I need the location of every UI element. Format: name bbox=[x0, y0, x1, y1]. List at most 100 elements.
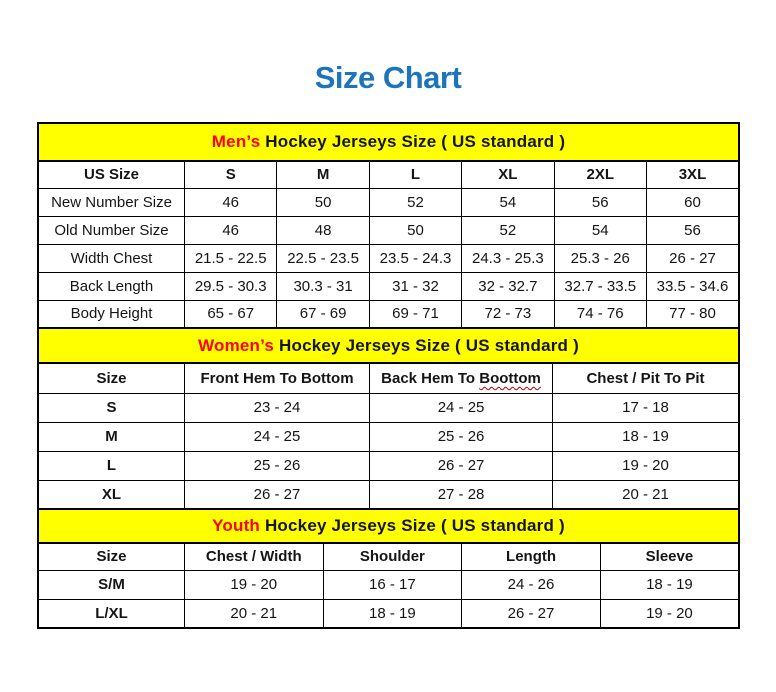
mens-cell: 50 bbox=[276, 187, 370, 217]
mens-cell: 32.7 - 33.5 bbox=[553, 271, 647, 301]
youth-row-label: S/M bbox=[37, 569, 185, 600]
youth-cell: 19 - 20 bbox=[599, 598, 740, 629]
youth-column-header-4: Sleeve bbox=[599, 542, 740, 571]
size-tables: Men’s Hockey Jerseys Size ( US standard … bbox=[37, 122, 740, 629]
mens-cell: 72 - 73 bbox=[461, 299, 555, 329]
mens-cell: 31 - 32 bbox=[368, 271, 463, 301]
mens-column-header-6: 3XL bbox=[645, 160, 740, 189]
youth-cell: 18 - 19 bbox=[599, 569, 740, 600]
womens-cell: 20 - 21 bbox=[552, 479, 740, 510]
womens-table-row: XL 26 - 27 27 - 28 20 - 21 bbox=[37, 479, 740, 510]
misspelled-word: Boottom bbox=[479, 369, 541, 387]
youth-cell: 24 - 26 bbox=[461, 569, 601, 600]
womens-heading-accent: Women’s bbox=[198, 335, 275, 355]
womens-row-label: S bbox=[37, 392, 185, 423]
mens-cell: 48 bbox=[276, 215, 370, 245]
youth-section-banner: Youth Hockey Jerseys Size ( US standard … bbox=[37, 508, 740, 544]
youth-column-header-1: Chest / Width bbox=[183, 542, 324, 571]
womens-cell: 24 - 25 bbox=[183, 421, 371, 452]
youth-cell: 26 - 27 bbox=[461, 598, 601, 629]
youth-cell: 20 - 21 bbox=[183, 598, 324, 629]
womens-column-header-3: Chest / Pit To Pit bbox=[552, 362, 740, 394]
mens-row-label: Width Chest bbox=[37, 243, 185, 273]
mens-cell: 56 bbox=[645, 215, 740, 245]
youth-table-row: S/M 19 - 20 16 - 17 24 - 26 18 - 19 bbox=[37, 569, 740, 600]
mens-cell: 24.3 - 25.3 bbox=[461, 243, 555, 273]
womens-cell: 26 - 27 bbox=[369, 450, 554, 481]
womens-section-banner: Women’s Hockey Jerseys Size ( US standar… bbox=[37, 327, 740, 364]
mens-table-row: Old Number Size 46 48 50 52 54 56 bbox=[37, 215, 740, 245]
mens-cell: 74 - 76 bbox=[553, 299, 647, 329]
womens-column-header-1: Front Hem To Bottom bbox=[183, 362, 371, 394]
womens-cell: 23 - 24 bbox=[183, 392, 371, 423]
mens-cell: 69 - 71 bbox=[368, 299, 463, 329]
womens-table-row: M 24 - 25 25 - 26 18 - 19 bbox=[37, 421, 740, 452]
mens-cell: 26 - 27 bbox=[645, 243, 740, 273]
mens-table-row: Body Height 65 - 67 67 - 69 69 - 71 72 - 73 7… bbox=[37, 299, 740, 329]
mens-heading-accent: Men’s bbox=[211, 132, 261, 151]
womens-cell: 26 - 27 bbox=[183, 479, 371, 510]
womens-cell: 19 - 20 bbox=[552, 450, 740, 481]
womens-column-header-2: Back Hem To Boottom bbox=[369, 362, 554, 394]
mens-cell: 77 - 80 bbox=[645, 299, 740, 329]
mens-cell: 50 bbox=[368, 215, 463, 245]
mens-cell: 30.3 - 31 bbox=[276, 271, 370, 301]
mens-cell: 22.5 - 23.5 bbox=[276, 243, 370, 273]
womens-cell: 25 - 26 bbox=[369, 421, 554, 452]
womens-cell: 27 - 28 bbox=[369, 479, 554, 510]
mens-cell: 23.5 - 24.3 bbox=[368, 243, 463, 273]
mens-section-banner: Men’s Hockey Jerseys Size ( US standard … bbox=[37, 122, 740, 162]
youth-size-table: Youth Hockey Jerseys Size ( US standard … bbox=[37, 508, 740, 629]
mens-cell: 65 - 67 bbox=[183, 299, 278, 329]
mens-row-label: Old Number Size bbox=[37, 215, 185, 245]
mens-cell: 52 bbox=[461, 215, 555, 245]
youth-cell: 19 - 20 bbox=[183, 569, 324, 600]
mens-cell: 46 bbox=[183, 215, 278, 245]
mens-row-label: New Number Size bbox=[37, 187, 185, 217]
mens-cell: 52 bbox=[368, 187, 463, 217]
mens-cell: 46 bbox=[183, 187, 278, 217]
mens-column-header-0: US Size bbox=[37, 160, 185, 189]
page-title: Size Chart bbox=[314, 60, 462, 95]
womens-table-row: S 23 - 24 24 - 25 17 - 18 bbox=[37, 392, 740, 423]
mens-column-header-2: M bbox=[276, 160, 370, 189]
mens-row-label: Body Height bbox=[37, 299, 185, 329]
womens-cell: 18 - 19 bbox=[552, 421, 740, 452]
youth-row-label: L/XL bbox=[37, 598, 185, 629]
youth-cell: 18 - 19 bbox=[322, 598, 463, 629]
womens-table-row: L 25 - 26 26 - 27 19 - 20 bbox=[37, 450, 740, 481]
mens-cell: 56 bbox=[553, 187, 647, 217]
womens-size-table: Women’s Hockey Jerseys Size ( US standar… bbox=[37, 327, 740, 510]
womens-cell: 25 - 26 bbox=[183, 450, 371, 481]
mens-cell: 25.3 - 26 bbox=[553, 243, 647, 273]
womens-row-label: L bbox=[37, 450, 185, 481]
mens-cell: 29.5 - 30.3 bbox=[183, 271, 278, 301]
youth-column-header-0: Size bbox=[37, 542, 185, 571]
mens-table-row: Back Length 29.5 - 30.3 30.3 - 31 31 - 32 32… bbox=[37, 271, 740, 301]
womens-cell: 17 - 18 bbox=[552, 392, 740, 423]
mens-cell: 32 - 32.7 bbox=[461, 271, 555, 301]
mens-cell: 33.5 - 34.6 bbox=[645, 271, 740, 301]
mens-table-row: Width Chest 21.5 - 22.5 22.5 - 23.5 23.5 - … bbox=[37, 243, 740, 273]
mens-row-label: Back Length bbox=[37, 271, 185, 301]
youth-heading-accent: Youth bbox=[212, 516, 261, 535]
mens-column-header-1: S bbox=[183, 160, 278, 189]
youth-cell: 16 - 17 bbox=[322, 569, 463, 600]
mens-column-header-5: 2XL bbox=[553, 160, 647, 189]
womens-column-header-0: Size bbox=[37, 362, 185, 394]
mens-column-header-3: L bbox=[368, 160, 463, 189]
mens-column-header-4: XL bbox=[461, 160, 555, 189]
mens-cell: 54 bbox=[553, 215, 647, 245]
youth-column-header-3: Length bbox=[461, 542, 601, 571]
mens-cell: 54 bbox=[461, 187, 555, 217]
mens-table-row: New Number Size 46 50 52 54 56 60 bbox=[37, 187, 740, 217]
mens-cell: 67 - 69 bbox=[276, 299, 370, 329]
womens-cell: 24 - 25 bbox=[369, 392, 554, 423]
womens-row-label: XL bbox=[37, 479, 185, 510]
womens-row-label: M bbox=[37, 421, 185, 452]
mens-size-table: Men’s Hockey Jerseys Size ( US standard … bbox=[37, 122, 740, 329]
youth-table-row: L/XL 20 - 21 18 - 19 26 - 27 19 - 20 bbox=[37, 598, 740, 629]
mens-cell: 21.5 - 22.5 bbox=[183, 243, 278, 273]
youth-column-header-2: Shoulder bbox=[322, 542, 463, 571]
